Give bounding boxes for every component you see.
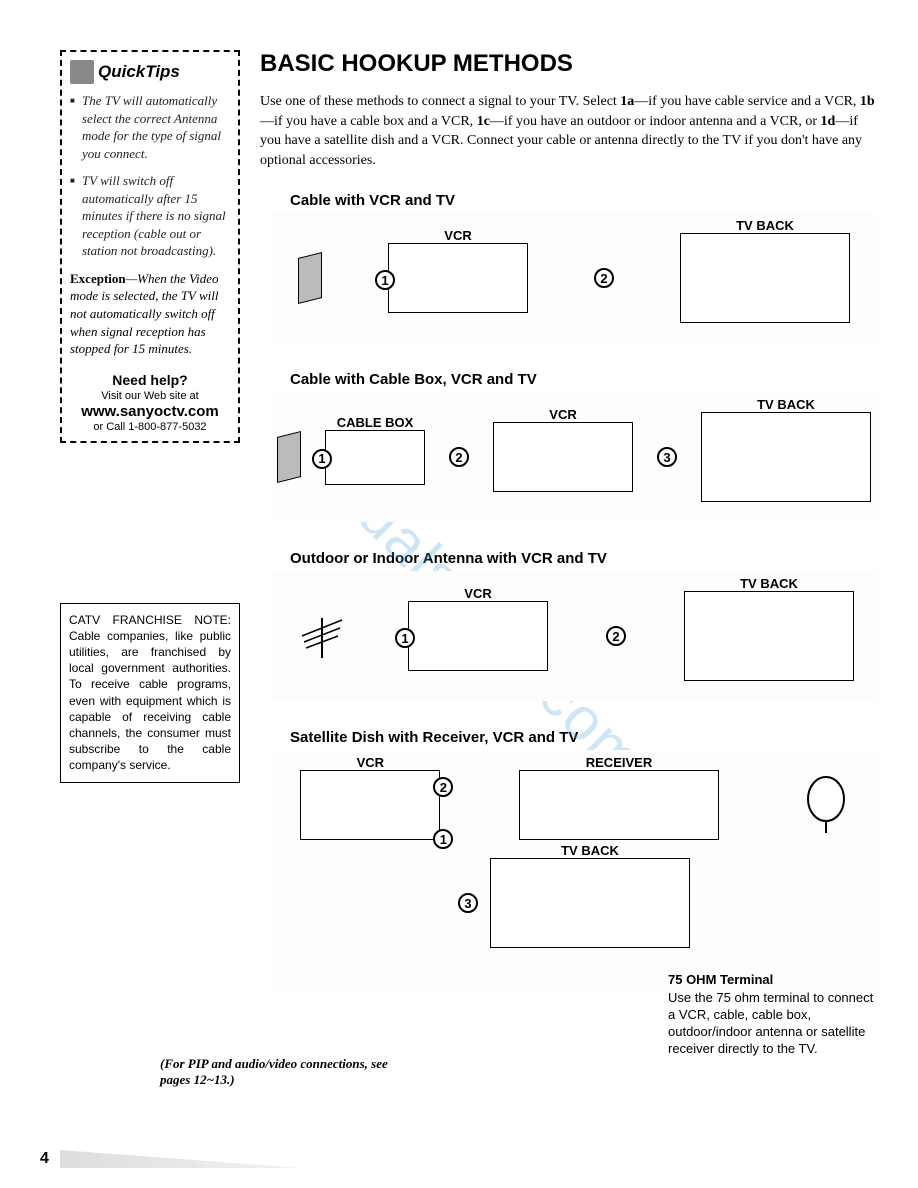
step-badge: 3 bbox=[657, 447, 677, 467]
tvback-label: TV BACK bbox=[757, 397, 815, 412]
page-number: 4 bbox=[40, 1150, 49, 1168]
tvback-label: TV BACK bbox=[561, 843, 619, 858]
pushpin-icon bbox=[70, 60, 94, 84]
step-badge: 3 bbox=[458, 893, 478, 913]
step-badge: 1 bbox=[433, 829, 453, 849]
quicktips-box: QuickTips The TV will automatically sele… bbox=[60, 50, 240, 443]
tv-back-box: TV BACK bbox=[701, 412, 871, 502]
step-badge: 2 bbox=[449, 447, 469, 467]
step-badge: 1 bbox=[395, 628, 415, 648]
quicktips-title: QuickTips bbox=[98, 62, 180, 82]
exception-label: Exception bbox=[70, 271, 126, 286]
diagram-section-1d: Satellite Dish with Receiver, VCR and TV… bbox=[260, 729, 878, 990]
tv-back-box: TV BACK bbox=[490, 858, 690, 948]
cablebox-box: CABLE BOX 1 bbox=[325, 430, 425, 485]
intro-paragraph: Use one of these methods to connect a si… bbox=[260, 92, 878, 170]
quicktip-item: The TV will automatically select the cor… bbox=[70, 92, 230, 162]
diagram-1a: VCR 1 2 TV BACK bbox=[270, 213, 878, 343]
step-badge: 1 bbox=[375, 270, 395, 290]
diagram-1b: CABLE BOX 1 2 VCR 3 TV BACK bbox=[270, 392, 878, 522]
tvback-label: TV BACK bbox=[736, 218, 794, 233]
wall-plate-icon bbox=[298, 252, 322, 304]
cablebox-label: CABLE BOX bbox=[337, 415, 414, 430]
vcr-label: VCR bbox=[464, 586, 491, 601]
tv-back-box: TV BACK bbox=[680, 233, 850, 323]
quicktip-item: TV will switch off automatically after 1… bbox=[70, 172, 230, 260]
intro-1d: 1d bbox=[821, 114, 836, 129]
vcr-box: VCR 1 bbox=[388, 243, 528, 313]
pip-note: (For PIP and audio/video connections, se… bbox=[160, 1056, 400, 1088]
quicktips-list: The TV will automatically select the cor… bbox=[70, 92, 230, 260]
receiver-box: RECEIVER bbox=[519, 770, 719, 840]
diagram-title: Cable with Cable Box, VCR and TV bbox=[290, 371, 878, 388]
catv-note-box: CATV FRANCHISE NOTE: Cable companies, li… bbox=[60, 603, 240, 783]
step-badge: 2 bbox=[594, 268, 614, 288]
diagram-title: Cable with VCR and TV bbox=[290, 192, 878, 209]
intro-text: Use one of these methods to connect a si… bbox=[260, 94, 620, 109]
step-badge: 2 bbox=[433, 777, 453, 797]
main-content: BASIC HOOKUP METHODS Use one of these me… bbox=[260, 50, 878, 990]
step-badge: 2 bbox=[606, 626, 626, 646]
diagram-title: Outdoor or Indoor Antenna with VCR and T… bbox=[290, 550, 878, 567]
tv-back-box: TV BACK bbox=[684, 591, 854, 681]
help-block: Need help? Visit our Web site at www.san… bbox=[70, 372, 230, 433]
wall-plate-icon bbox=[277, 431, 301, 483]
vcr-box: VCR 1 bbox=[408, 601, 548, 671]
receiver-label: RECEIVER bbox=[586, 755, 652, 770]
footer-triangle bbox=[60, 1150, 300, 1168]
intro-1c: 1c bbox=[477, 114, 490, 129]
ohm-text: Use the 75 ohm terminal to connect a VCR… bbox=[668, 990, 873, 1056]
page-title: BASIC HOOKUP METHODS bbox=[260, 50, 878, 78]
help-url: www.sanyoctv.com bbox=[70, 403, 230, 420]
sidebar: QuickTips The TV will automatically sele… bbox=[60, 50, 240, 783]
ohm-title: 75 OHM Terminal bbox=[668, 972, 878, 989]
vcr-label: VCR bbox=[444, 228, 471, 243]
diagram-section-1b: Cable with Cable Box, VCR and TV CABLE B… bbox=[260, 371, 878, 522]
vcr-label: VCR bbox=[357, 755, 384, 770]
intro-1a: 1a bbox=[620, 94, 634, 109]
help-call: or Call 1-800-877-5032 bbox=[70, 421, 230, 433]
diagram-section-1a: Cable with VCR and TV VCR 1 2 TV BACK bbox=[260, 192, 878, 343]
diagram-section-1c: Outdoor or Indoor Antenna with VCR and T… bbox=[260, 550, 878, 701]
dish-icon bbox=[798, 775, 848, 835]
antenna-icon bbox=[294, 608, 350, 664]
quicktips-header: QuickTips bbox=[70, 60, 230, 84]
ohm-note: 75 OHM Terminal Use the 75 ohm terminal … bbox=[668, 972, 878, 1058]
diagram-1c: VCR 1 2 TV BACK bbox=[270, 571, 878, 701]
diagram-1d: VCR 2 1 RECEIVER 3 TV BACK bbox=[270, 750, 878, 990]
help-title: Need help? bbox=[70, 372, 230, 388]
vcr-box: VCR bbox=[493, 422, 633, 492]
step-badge: 1 bbox=[312, 449, 332, 469]
exception-text: Exception—When the Video mode is selecte… bbox=[70, 270, 230, 358]
vcr-label: VCR bbox=[549, 407, 576, 422]
tvback-label: TV BACK bbox=[740, 576, 798, 591]
intro-text: —if you have an outdoor or indoor antenn… bbox=[490, 114, 821, 129]
intro-text: —if you have a cable box and a VCR, bbox=[260, 114, 477, 129]
diagram-title: Satellite Dish with Receiver, VCR and TV bbox=[290, 729, 878, 746]
intro-1b: 1b bbox=[860, 94, 875, 109]
intro-text: —if you have cable service and a VCR, bbox=[634, 94, 860, 109]
help-visit: Visit our Web site at bbox=[70, 390, 230, 402]
vcr-box: VCR 2 1 bbox=[300, 770, 440, 840]
